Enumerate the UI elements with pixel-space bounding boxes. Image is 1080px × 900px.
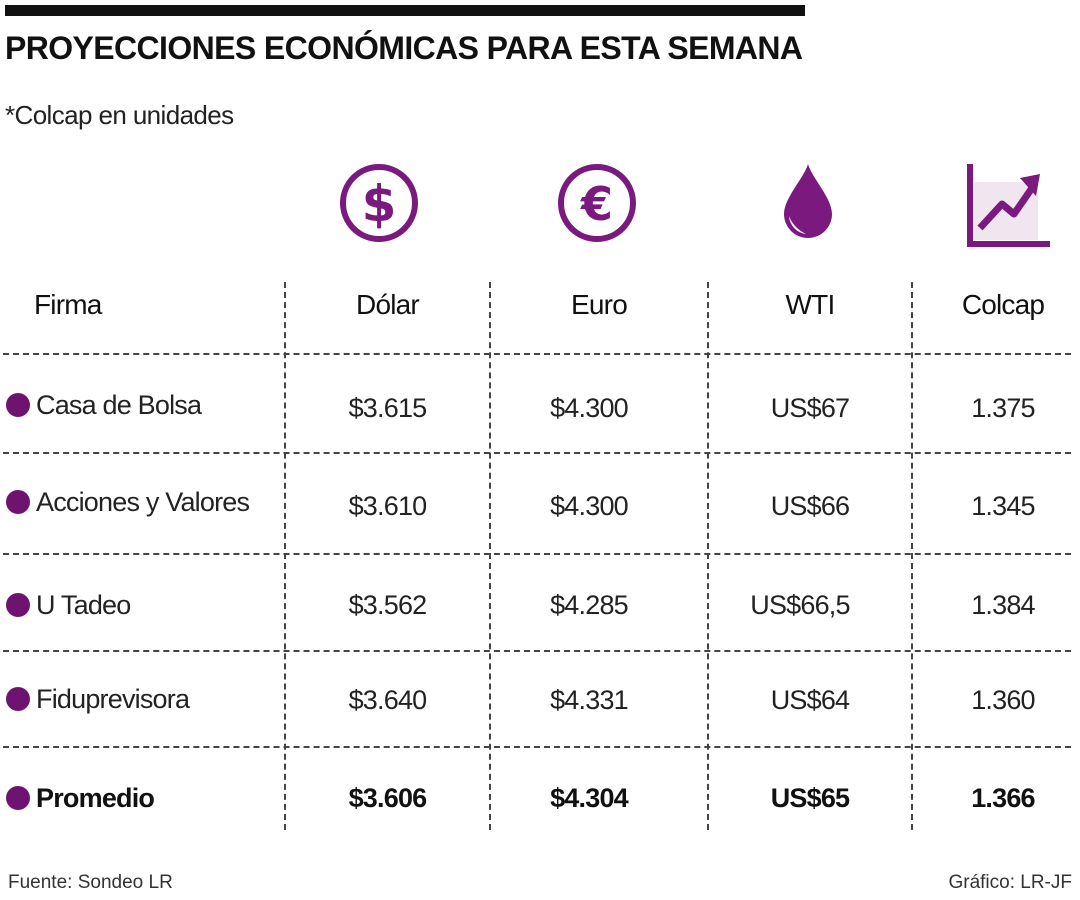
column-header-dolar: Dólar xyxy=(356,289,420,320)
euro-value: $4.300 xyxy=(550,491,629,521)
row-divider xyxy=(3,553,1071,555)
colcap-value: 1.345 xyxy=(971,491,1035,521)
bullet-dot xyxy=(6,687,30,711)
column-divider xyxy=(284,282,286,830)
table-row-firm: Casa de Bolsa xyxy=(6,375,202,435)
row-divider xyxy=(3,353,1071,355)
firm-name: U Tadeo xyxy=(36,590,131,620)
wti-value: US$67 xyxy=(770,393,850,423)
column-divider xyxy=(707,282,709,830)
row-divider xyxy=(3,746,1071,748)
bullet-dot xyxy=(6,786,30,810)
growth-chart-icon xyxy=(964,162,1052,250)
bullet-dot xyxy=(6,593,30,617)
page-subtitle: *Colcap en unidades xyxy=(5,100,234,130)
average-euro-value: $4.304 xyxy=(550,783,629,813)
dolar-value: $3.615 xyxy=(348,393,428,423)
row-divider xyxy=(3,452,1071,454)
credit-note: Gráfico: LR-JF xyxy=(948,872,1072,893)
average-wti-value: US$65 xyxy=(770,783,850,813)
euro-value: $4.300 xyxy=(550,393,629,423)
wti-value: US$66,5 xyxy=(750,590,850,620)
column-header-firma: Firma xyxy=(34,289,102,320)
bullet-dot xyxy=(6,393,30,417)
average-dolar-value: $3.606 xyxy=(348,783,428,813)
firm-name: Acciones y Valores xyxy=(36,487,250,517)
table-row-firm: Fiduprevisora xyxy=(6,669,190,729)
firm-name: Fiduprevisora xyxy=(36,684,190,714)
colcap-value: 1.384 xyxy=(971,590,1035,620)
euro-coin-icon: € xyxy=(556,162,638,244)
dolar-value: $3.562 xyxy=(348,590,428,620)
firm-name: Casa de Bolsa xyxy=(36,390,202,420)
average-colcap-value: 1.366 xyxy=(971,783,1035,813)
euro-value: $4.285 xyxy=(550,590,629,620)
column-divider xyxy=(911,282,913,830)
svg-text:$: $ xyxy=(362,175,397,233)
column-divider xyxy=(489,282,491,830)
dolar-value: $3.610 xyxy=(348,491,428,521)
svg-text:€: € xyxy=(580,177,613,231)
table-row-firm: U Tadeo xyxy=(6,575,131,635)
table-row-firm: Acciones y Valores xyxy=(6,472,250,532)
colcap-value: 1.360 xyxy=(971,685,1035,715)
dolar-value: $3.640 xyxy=(348,685,428,715)
euro-value: $4.331 xyxy=(550,685,629,715)
oil-drop-icon xyxy=(778,160,838,242)
column-header-wti: WTI xyxy=(785,289,836,320)
column-header-euro: Euro xyxy=(571,289,628,320)
wti-value: US$66 xyxy=(770,491,850,521)
source-note: Fuente: Sondeo LR xyxy=(8,872,173,893)
colcap-value: 1.375 xyxy=(971,393,1035,423)
wti-value: US$64 xyxy=(770,685,850,715)
bullet-dot xyxy=(6,490,30,514)
column-header-colcap: Colcap xyxy=(961,289,1045,320)
average-row-label: Promedio xyxy=(6,768,155,828)
top-rule xyxy=(5,5,805,16)
row-divider xyxy=(3,650,1071,652)
average-label: Promedio xyxy=(36,783,155,813)
page-title: PROYECCIONES ECONÓMICAS PARA ESTA SEMANA xyxy=(5,30,803,66)
dollar-coin-icon: $ xyxy=(338,162,420,244)
